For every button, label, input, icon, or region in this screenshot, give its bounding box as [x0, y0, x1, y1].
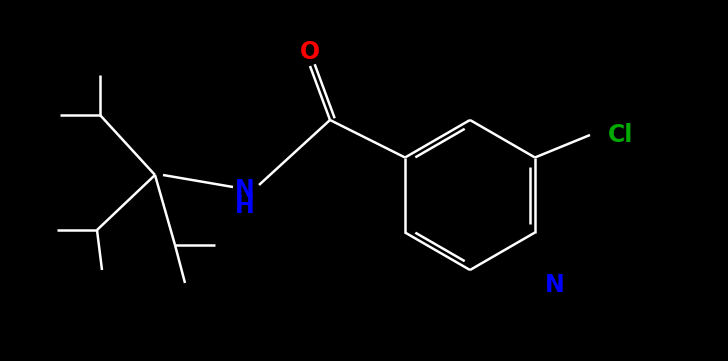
Text: N: N: [235, 178, 255, 202]
Text: N: N: [545, 273, 565, 297]
Text: Cl: Cl: [608, 123, 633, 147]
Text: O: O: [300, 40, 320, 64]
Text: H: H: [235, 194, 255, 218]
